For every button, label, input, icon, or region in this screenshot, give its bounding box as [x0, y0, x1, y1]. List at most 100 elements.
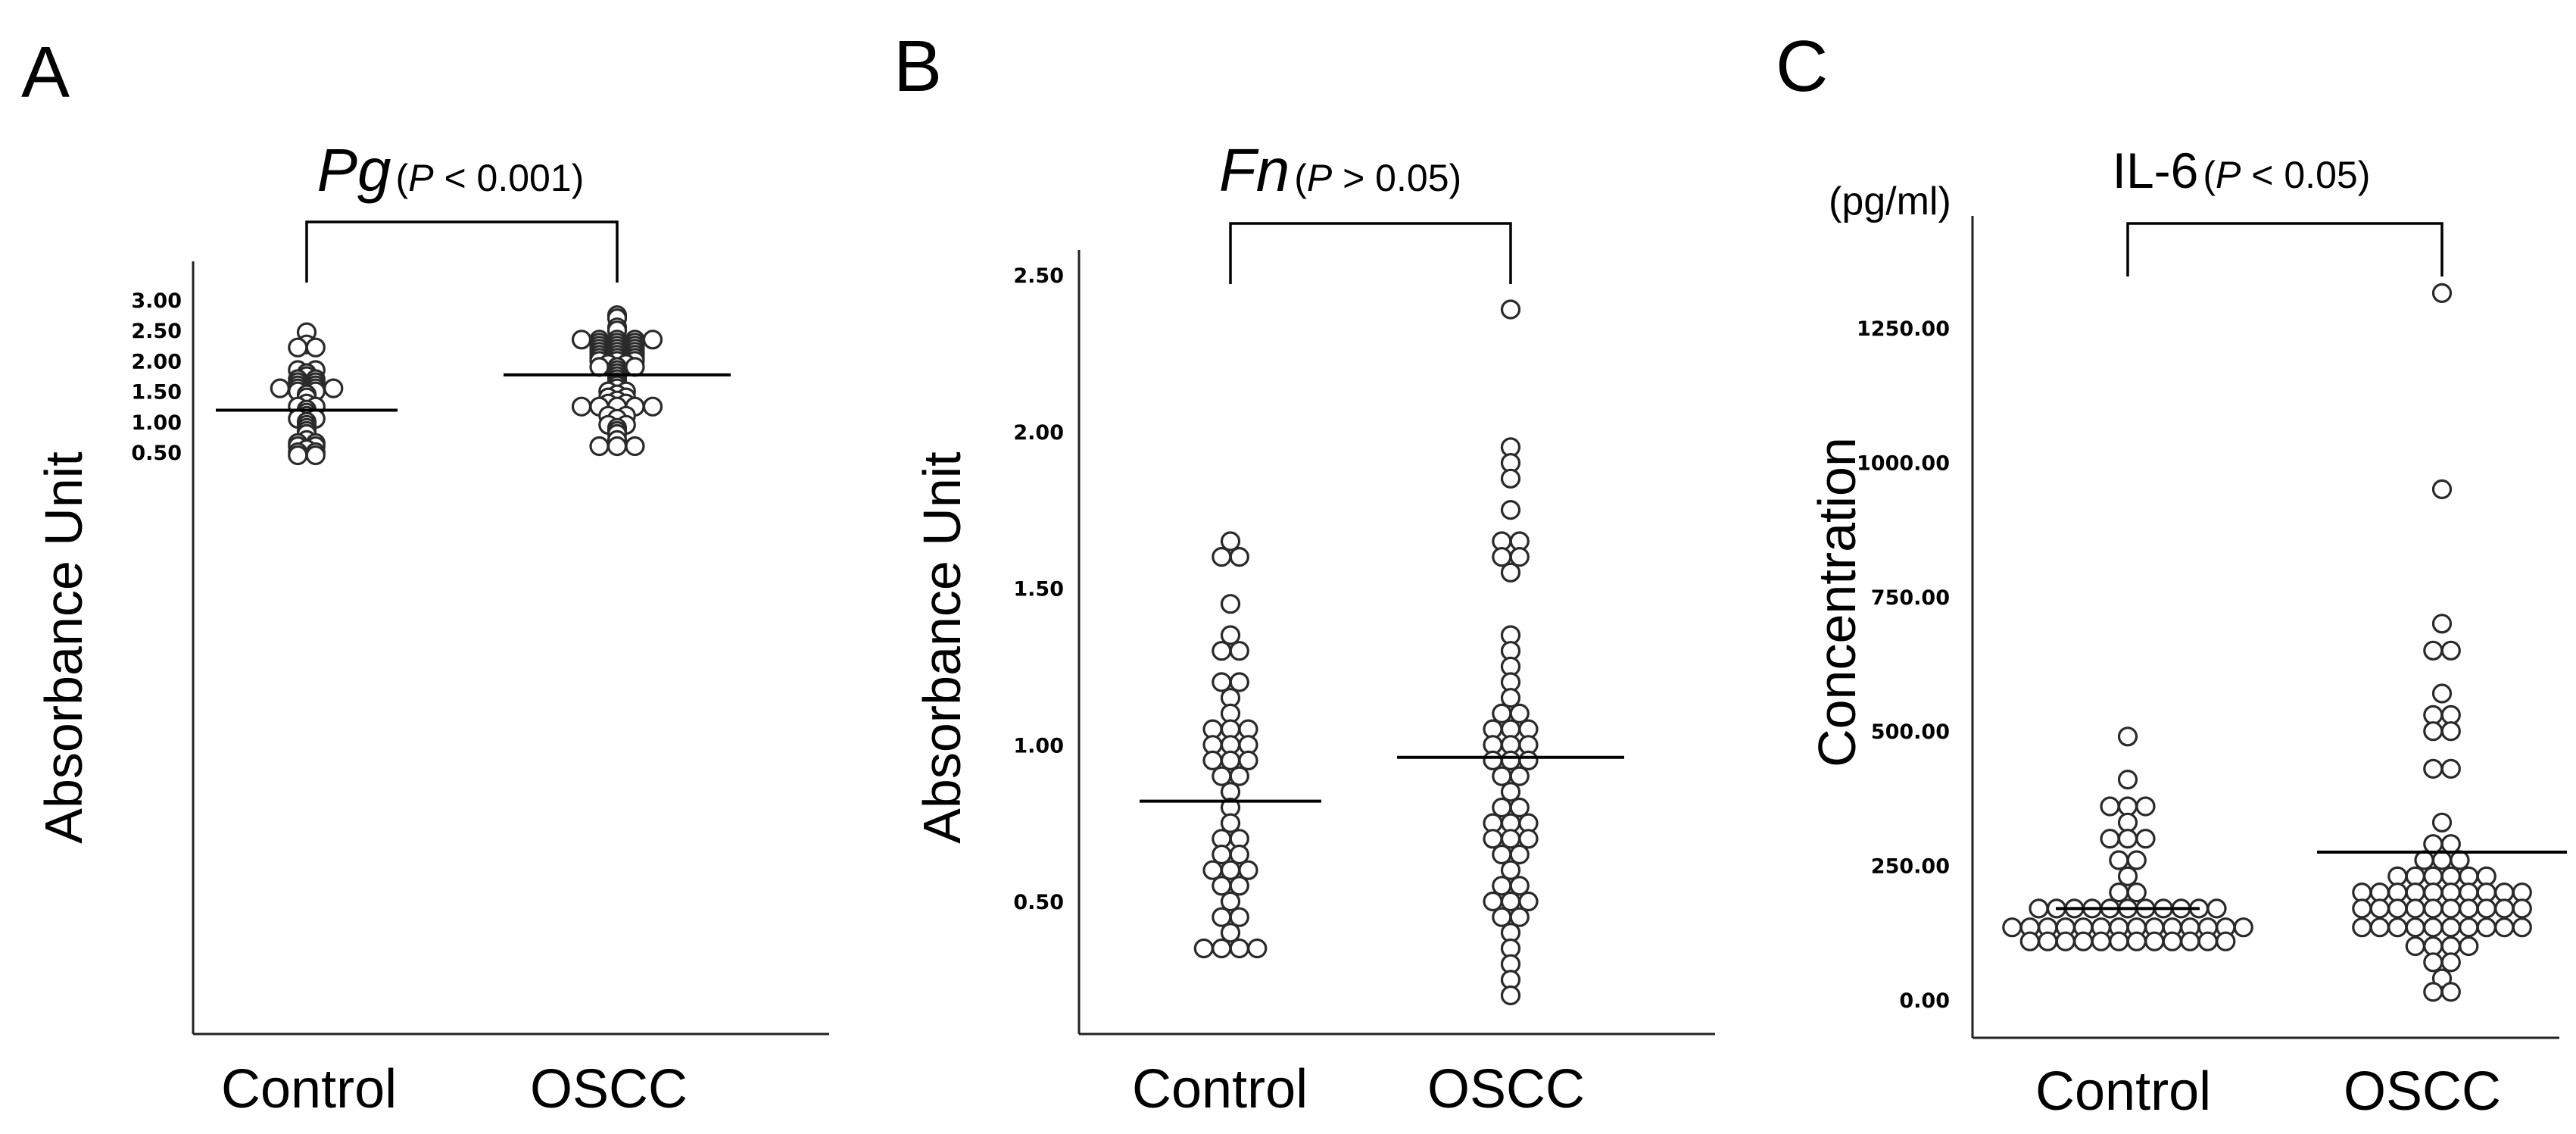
data-point-oscc: [1492, 703, 1512, 724]
data-point-oscc: [1492, 546, 1512, 567]
marker-name: Fn: [1219, 136, 1290, 204]
data-point-oscc: [2352, 898, 2372, 919]
data-point-control: [1238, 750, 1258, 771]
y-axis-label: Concentration: [1807, 437, 1867, 767]
y-tick-label: 1000.00: [1857, 451, 1950, 475]
data-point-control: [2100, 796, 2120, 817]
data-point-oscc: [2440, 834, 2461, 854]
y-tick-label: 2.50: [1013, 264, 1064, 288]
data-point-control: [2100, 828, 2120, 849]
data-point-control: [1229, 641, 1249, 661]
data-point-oscc: [642, 396, 663, 417]
data-point-control: [2135, 828, 2156, 849]
data-point-oscc: [2476, 866, 2496, 886]
data-point-control: [1238, 860, 1258, 880]
data-point-oscc: [2440, 882, 2461, 903]
data-point-oscc: [2459, 936, 2479, 957]
data-point-oscc: [2476, 898, 2496, 919]
data-point-control: [1212, 766, 1232, 786]
data-point-oscc: [589, 436, 610, 457]
data-point-oscc: [2450, 850, 2470, 870]
data-point-oscc: [2494, 898, 2515, 919]
data-point-oscc: [2423, 898, 2443, 919]
data-point-oscc: [1500, 562, 1521, 583]
data-point-oscc: [589, 357, 610, 377]
significance-label: (P < 0.05): [2203, 154, 2370, 196]
significance-bracket: [2126, 222, 2443, 276]
data-point-control: [2117, 828, 2138, 849]
data-point-oscc: [2459, 882, 2479, 903]
data-point-control: [2055, 931, 2075, 951]
y-tick-label: 750.00: [1871, 586, 1950, 610]
data-point-oscc: [1492, 876, 1512, 896]
y-tick-label: 1.00: [131, 411, 182, 435]
significance-label: (P > 0.05): [1294, 157, 1461, 199]
data-point-control: [1229, 876, 1249, 896]
data-point-control: [288, 445, 308, 466]
data-point-oscc: [1500, 891, 1521, 912]
panel-title: Pg (P < 0.001): [317, 136, 585, 204]
data-point-control: [1212, 641, 1232, 661]
x-category-label: Control: [1132, 1059, 1308, 1120]
data-point-control: [2117, 812, 2138, 833]
data-point-oscc: [2423, 917, 2443, 938]
data-point-control: [2117, 796, 2138, 817]
data-point-oscc: [2387, 898, 2408, 919]
panel-letter: C: [1776, 26, 1828, 107]
data-point-oscc: [2387, 882, 2408, 903]
data-point-oscc: [1500, 750, 1521, 771]
data-point-oscc: [2387, 917, 2408, 938]
data-point-oscc: [1492, 766, 1512, 786]
panel-title: IL-6 (P < 0.05): [2113, 142, 2371, 198]
x-category-label: OSCC: [1427, 1059, 1585, 1120]
y-axis-label: Absorbance Unit: [34, 451, 93, 844]
data-point-oscc: [2431, 850, 2453, 870]
significance-bracket: [305, 220, 619, 283]
data-point-control: [1220, 531, 1241, 551]
data-point-control: [2073, 931, 2094, 951]
data-point-oscc: [2512, 917, 2532, 938]
data-point-oscc: [2459, 917, 2479, 938]
data-point-oscc: [1518, 750, 1539, 771]
data-point-oscc: [2405, 936, 2425, 957]
data-point-control: [1220, 750, 1241, 771]
data-point-oscc: [1500, 299, 1521, 320]
data-point-oscc: [2431, 968, 2453, 989]
significance-bracket: [1229, 222, 1512, 284]
data-point-oscc: [1492, 844, 1512, 865]
data-point-control: [305, 337, 326, 358]
data-point-control: [323, 378, 344, 398]
data-point-oscc: [2512, 882, 2532, 903]
data-point-control: [288, 337, 308, 358]
data-point-oscc: [2440, 640, 2461, 661]
panel-title: Fn (P > 0.05): [1219, 136, 1461, 204]
data-point-control: [2180, 931, 2200, 951]
data-point-oscc: [2431, 683, 2453, 704]
data-point-control: [1229, 546, 1249, 567]
data-point-oscc: [2440, 917, 2461, 938]
data-point-oscc: [2423, 866, 2443, 886]
data-point-oscc: [2440, 721, 2461, 742]
data-point-oscc: [2494, 917, 2515, 938]
data-point-control: [1220, 625, 1241, 645]
data-point-control: [1212, 876, 1232, 896]
data-point-oscc: [2459, 866, 2479, 886]
data-point-oscc: [2423, 952, 2443, 973]
data-point-oscc: [2405, 917, 2425, 938]
data-point-control: [2109, 931, 2129, 951]
panel-a: A Absorbance Unit Pg (P < 0.001) 0.50 1.00 1.5…: [21, 32, 829, 1120]
data-point-oscc: [2405, 898, 2425, 919]
data-point-oscc: [2423, 704, 2443, 726]
data-point-control: [2126, 931, 2147, 951]
data-point-control: [305, 445, 326, 466]
y-tick-label: 2.00: [131, 350, 182, 373]
data-point-oscc: [1483, 829, 1503, 849]
data-point-oscc: [2405, 882, 2425, 903]
data-point-control: [1220, 891, 1241, 912]
data-point-oscc: [2352, 917, 2372, 938]
data-point-oscc: [2387, 866, 2408, 886]
panel-b: B Absorbance Unit Fn (P > 0.05) 0.50 1.00 1.50…: [893, 26, 1715, 1120]
data-point-control: [1229, 907, 1249, 927]
data-point-oscc: [2414, 850, 2434, 870]
data-point-oscc: [1509, 797, 1530, 818]
